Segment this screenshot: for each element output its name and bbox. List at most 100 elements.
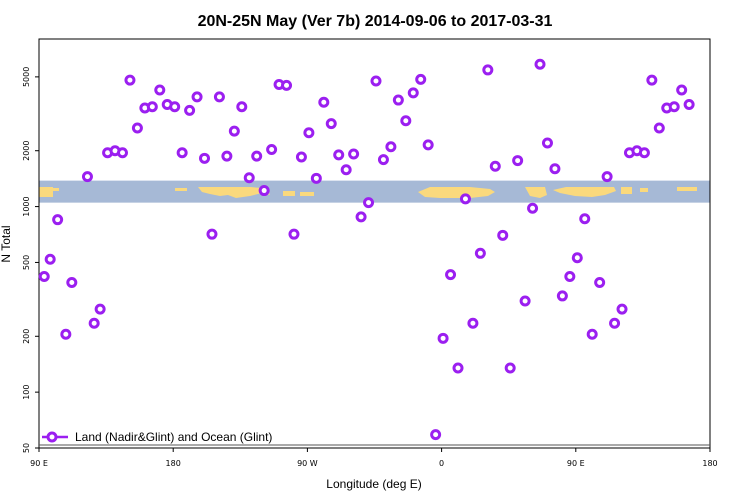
data-point <box>489 160 501 172</box>
y-axis: 50 100 200 500 1000 2000 5000 <box>22 67 39 453</box>
data-point <box>206 228 218 240</box>
data-point <box>221 150 233 162</box>
data-point <box>534 58 546 70</box>
data-point <box>527 202 539 214</box>
data-point <box>556 290 568 302</box>
data-point <box>281 79 293 91</box>
data-point <box>38 270 50 282</box>
data-point <box>81 171 93 183</box>
data-point <box>44 253 56 265</box>
data-point <box>646 74 658 86</box>
x-tick-label: 180 <box>702 459 717 468</box>
data-point <box>243 172 255 184</box>
y-tick-label: 1000 <box>22 196 31 216</box>
data-point <box>131 122 143 134</box>
data-point <box>616 303 628 315</box>
data-point <box>437 332 449 344</box>
data-point <box>251 150 263 162</box>
map-land <box>39 187 697 198</box>
data-point <box>236 101 248 113</box>
world-map-band <box>39 180 710 203</box>
data-point <box>474 247 486 259</box>
data-point <box>668 101 680 113</box>
x-axis-label: Longitude (deg E) <box>326 477 421 491</box>
data-point <box>176 147 188 159</box>
data-point <box>430 429 442 441</box>
data-point <box>303 127 315 139</box>
y-tick-label: 50 <box>22 443 31 453</box>
x-tick-label: 90 E <box>567 459 585 468</box>
data-point <box>52 214 64 226</box>
x-tick-label: 180 <box>166 459 181 468</box>
x-tick-label: 90 E <box>30 459 48 468</box>
plot-frame <box>38 38 711 449</box>
data-point <box>199 152 211 164</box>
data-point <box>154 84 166 96</box>
data-point <box>571 252 583 264</box>
data-point <box>653 122 665 134</box>
x-tick-label: 0 <box>439 459 444 468</box>
data-point <box>184 104 196 116</box>
data-point <box>117 147 129 159</box>
legend-label: Land (Nadir&Glint) and Ocean (Glint) <box>75 430 272 444</box>
y-axis-label: N Total <box>0 225 13 262</box>
y-tick-label: 100 <box>22 384 31 399</box>
data-point <box>549 163 561 175</box>
data-point <box>88 317 100 329</box>
data-point <box>683 98 695 110</box>
data-point <box>228 125 240 137</box>
map-ocean <box>39 180 710 203</box>
data-point <box>191 91 203 103</box>
data-point <box>638 147 650 159</box>
data-point <box>258 185 270 197</box>
legend-marker <box>46 431 58 443</box>
data-point <box>318 96 330 108</box>
x-tick-label: 90 W <box>297 459 318 468</box>
data-point <box>497 229 509 241</box>
data-point <box>348 148 360 160</box>
data-point <box>452 362 464 374</box>
data-point <box>66 276 78 288</box>
data-point <box>333 149 345 161</box>
data-point <box>676 84 688 96</box>
y-tick-label: 200 <box>22 329 31 344</box>
data-point <box>601 171 613 183</box>
data-point <box>355 211 367 223</box>
data-point <box>169 101 181 113</box>
data-point <box>94 303 106 315</box>
data-point <box>370 75 382 87</box>
data-point <box>363 197 375 209</box>
data-point <box>310 172 322 184</box>
data-point <box>459 193 471 205</box>
data-point <box>594 276 606 288</box>
data-point <box>504 362 516 374</box>
legend: Land (Nadir&Glint) and Ocean (Glint) <box>42 430 272 444</box>
data-point <box>60 328 72 340</box>
y-tick-label: 2000 <box>22 141 31 161</box>
y-tick-label: 500 <box>22 255 31 270</box>
data-point <box>415 73 427 85</box>
data-point <box>541 137 553 149</box>
data-point <box>609 317 621 329</box>
data-point <box>400 115 412 127</box>
x-axis: 90 E 180 90 W 0 90 E 180 <box>30 448 718 468</box>
data-point <box>579 213 591 225</box>
data-point <box>288 228 300 240</box>
data-point <box>266 144 278 156</box>
data-point <box>586 328 598 340</box>
data-point <box>295 151 307 163</box>
data-point <box>325 118 337 130</box>
data-point <box>340 164 352 176</box>
data-point <box>146 101 158 113</box>
data-point <box>512 155 524 167</box>
data-point <box>519 295 531 307</box>
data-point <box>445 269 457 281</box>
data-series <box>38 58 695 441</box>
y-tick-label: 5000 <box>22 67 31 87</box>
chart-title: 20N-25N May (Ver 7b) 2014-09-06 to 2017-… <box>198 13 553 30</box>
data-point <box>385 141 397 153</box>
data-point <box>422 139 434 151</box>
data-point <box>467 317 479 329</box>
